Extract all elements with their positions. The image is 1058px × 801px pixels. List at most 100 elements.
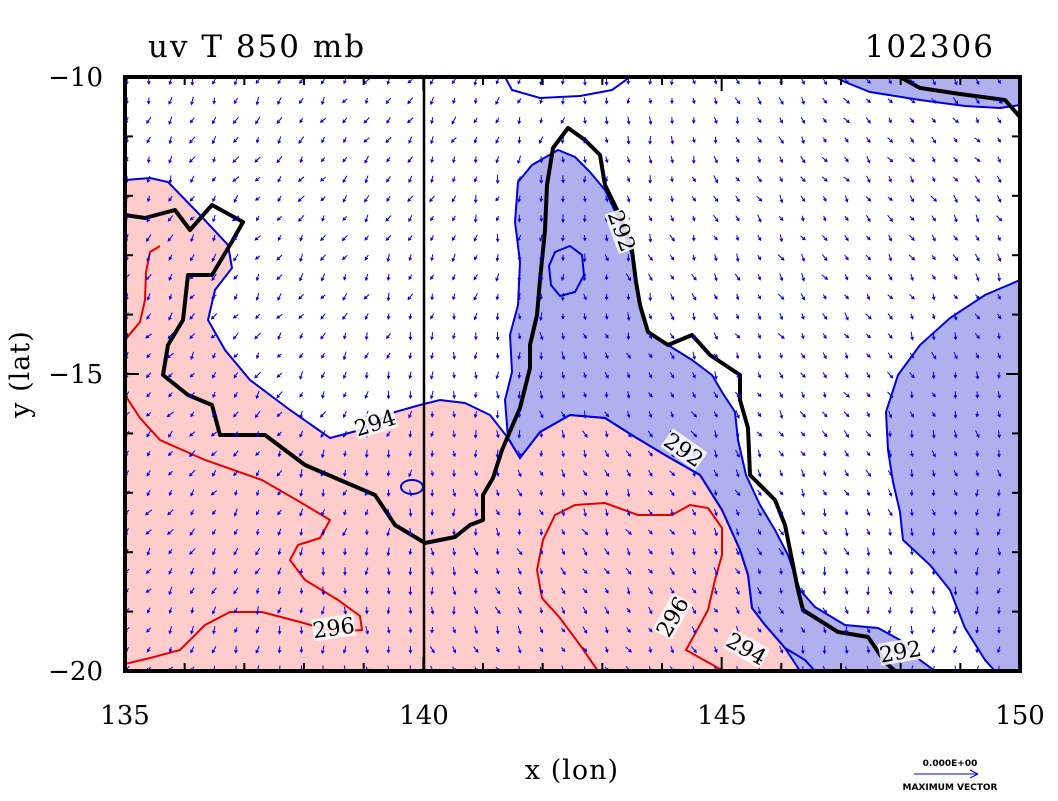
- wind-vector: [626, 293, 631, 301]
- wind-vector: [691, 273, 697, 281]
- wind-vector: [692, 548, 696, 556]
- wind-vector: [670, 98, 674, 105]
- wind-vector: [779, 509, 784, 516]
- wind-vector: [583, 195, 587, 203]
- wind-vector: [865, 215, 871, 222]
- wind-vector: [779, 470, 783, 477]
- wind-vector: [822, 117, 827, 124]
- wind-vector: [975, 430, 980, 439]
- wind-vector: [430, 371, 434, 380]
- wind-vector: [822, 294, 827, 300]
- wind-vector: [495, 626, 500, 635]
- wind-vector: [298, 214, 305, 222]
- wind-vector: [342, 312, 348, 320]
- wind-vector: [144, 509, 153, 516]
- wind-vector: [342, 195, 348, 203]
- wind-vector: [539, 509, 544, 516]
- wind-vector: [648, 529, 653, 535]
- wind-vector: [713, 332, 718, 340]
- wind-vector: [495, 273, 500, 282]
- wind-vector: [604, 137, 609, 144]
- wind-vector: [670, 646, 675, 654]
- wind-vector: [517, 136, 522, 144]
- wind-vector: [561, 450, 565, 458]
- wind-vector: [691, 626, 697, 635]
- wind-vector: [801, 136, 805, 145]
- wind-vector: [604, 626, 609, 634]
- wind-vector: [735, 509, 740, 516]
- wind-vector: [931, 293, 936, 301]
- wind-vector: [408, 254, 413, 262]
- wind-vector: [256, 215, 260, 222]
- wind-vector: [844, 606, 849, 615]
- wind-vector: [539, 234, 543, 242]
- wind-vector: [473, 568, 478, 575]
- wind-vector: [648, 292, 653, 302]
- wind-vector: [582, 273, 587, 282]
- wind-vector: [517, 254, 522, 262]
- wind-vector: [452, 176, 456, 183]
- wind-vector: [168, 273, 173, 281]
- wind-vector: [256, 509, 260, 516]
- wind-vector: [866, 293, 871, 301]
- wind-vector: [931, 313, 936, 320]
- wind-vector: [233, 194, 239, 204]
- wind-vector: [887, 391, 894, 399]
- wind-vector: [211, 273, 217, 282]
- contour-label-bg: [877, 636, 923, 666]
- wind-vector: [212, 411, 217, 418]
- wind-vector: [212, 214, 216, 223]
- wind-vector: [910, 450, 914, 458]
- wind-vector: [496, 489, 500, 497]
- wind-vector: [735, 253, 740, 263]
- contour-label: 292: [877, 636, 923, 669]
- wind-vector: [692, 391, 696, 399]
- wind-vector: [866, 451, 871, 457]
- wind-vector: [430, 450, 435, 458]
- wind-vector: [386, 117, 391, 124]
- wind-vector: [561, 332, 565, 340]
- wind-vector: [343, 567, 347, 576]
- wind-vector: [844, 626, 849, 635]
- wind-vector: [844, 234, 849, 242]
- wind-vector: [735, 293, 740, 301]
- wind-vector: [517, 176, 522, 183]
- wind-vector: [713, 155, 718, 164]
- wind-vector: [430, 489, 435, 497]
- wind-vector: [844, 527, 849, 537]
- wind-vector: [364, 313, 369, 321]
- wind-vector: [189, 195, 195, 202]
- wind-vector: [255, 352, 260, 360]
- wind-vector: [648, 135, 652, 145]
- wind-vector: [670, 548, 675, 556]
- wind-vector: [385, 235, 392, 241]
- wind-vector: [168, 293, 173, 301]
- wind-vector: [822, 567, 827, 577]
- wind-vector: [714, 646, 718, 654]
- wind-vector: [385, 215, 392, 222]
- wind-vector: [168, 646, 173, 653]
- wind-vector: [582, 136, 587, 144]
- wind-vector: [561, 529, 565, 536]
- wind-vector: [670, 195, 674, 203]
- wind-vector: [212, 567, 216, 576]
- wind-vector: [430, 567, 435, 576]
- wind-vector: [734, 273, 741, 281]
- wind-vector: [430, 626, 435, 634]
- wind-vector: [255, 645, 260, 654]
- wind-vector: [430, 390, 434, 400]
- wind-vector: [342, 293, 348, 301]
- wind-vector: [843, 97, 851, 104]
- wind-vector: [166, 529, 174, 535]
- wind-vector: [953, 469, 958, 477]
- wind-vector: [189, 313, 196, 320]
- wind-vector: [779, 156, 783, 164]
- cool-region-ne-fill: [835, 77, 1020, 108]
- wind-vector: [953, 137, 958, 143]
- wind-vector: [430, 254, 434, 262]
- wind-vector: [299, 626, 304, 635]
- wind-vector: [975, 235, 980, 242]
- wind-vector: [386, 449, 391, 459]
- wind-vector: [321, 606, 325, 616]
